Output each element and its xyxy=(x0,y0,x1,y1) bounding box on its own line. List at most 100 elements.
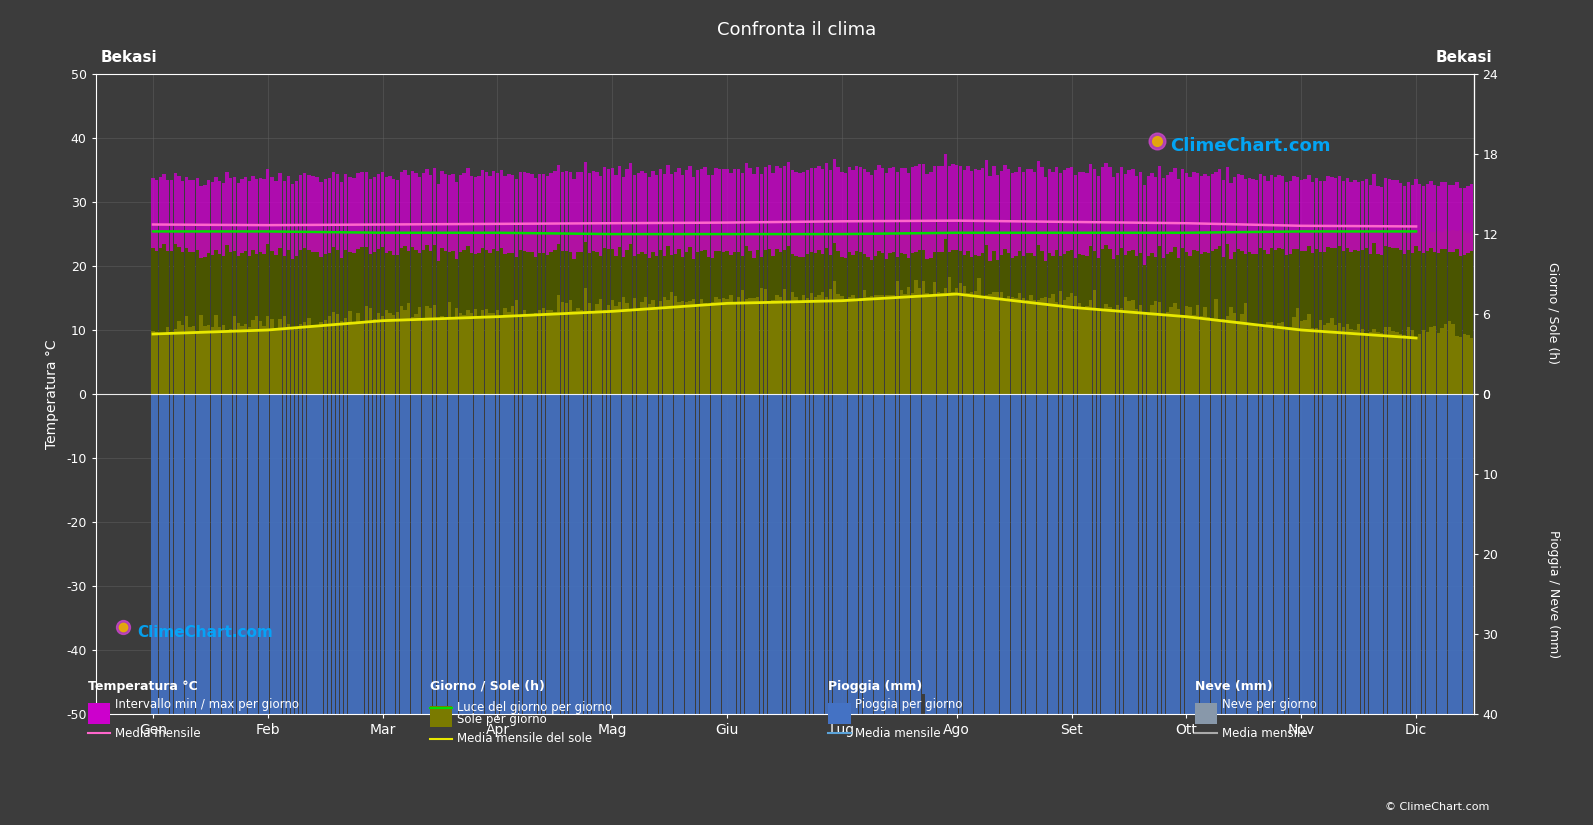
Bar xyxy=(696,394,699,825)
Bar xyxy=(648,394,652,825)
Bar xyxy=(414,394,417,825)
Bar xyxy=(1147,314,1150,394)
Bar xyxy=(315,325,319,394)
Bar xyxy=(1341,229,1344,394)
Bar xyxy=(1380,332,1383,394)
Bar xyxy=(682,394,685,825)
Bar xyxy=(1399,234,1402,394)
Bar xyxy=(940,293,943,394)
Bar xyxy=(1510,337,1513,394)
Bar xyxy=(996,292,999,394)
Bar xyxy=(331,172,335,247)
Bar xyxy=(1219,394,1222,825)
Bar xyxy=(1263,394,1266,825)
Bar xyxy=(873,295,878,394)
Bar xyxy=(959,283,962,394)
Bar xyxy=(1278,176,1281,248)
Bar xyxy=(1032,299,1037,394)
Bar xyxy=(170,394,174,825)
Bar xyxy=(429,308,432,394)
Bar xyxy=(1123,174,1126,256)
Bar xyxy=(814,168,817,252)
Bar xyxy=(155,180,158,251)
Bar xyxy=(779,233,782,394)
Bar xyxy=(368,179,373,254)
Bar xyxy=(929,394,932,825)
Bar xyxy=(809,294,812,394)
Bar xyxy=(577,394,580,825)
Bar xyxy=(992,394,996,825)
Bar xyxy=(820,169,825,253)
Text: Media mensile del sole: Media mensile del sole xyxy=(457,732,593,745)
Bar xyxy=(870,394,873,825)
Bar xyxy=(1518,231,1521,394)
Bar xyxy=(233,394,236,825)
Bar xyxy=(629,394,632,825)
Bar xyxy=(790,292,793,394)
Bar xyxy=(1521,394,1525,825)
Bar xyxy=(448,394,451,825)
Bar xyxy=(677,231,680,394)
Bar xyxy=(1454,337,1459,394)
Bar xyxy=(1236,321,1239,394)
Bar xyxy=(999,171,1004,256)
Bar xyxy=(1085,306,1088,394)
Bar xyxy=(247,327,252,394)
Bar xyxy=(801,295,806,394)
Bar xyxy=(1004,165,1007,249)
Bar xyxy=(1399,182,1402,250)
Bar xyxy=(241,327,244,394)
Bar xyxy=(550,173,553,252)
Bar xyxy=(1255,394,1258,825)
Bar xyxy=(1174,394,1177,825)
Bar xyxy=(429,175,432,251)
Bar xyxy=(1233,314,1236,394)
Bar xyxy=(1338,176,1341,246)
Bar xyxy=(489,176,492,253)
Bar xyxy=(417,177,422,253)
Bar xyxy=(1082,394,1085,825)
Bar xyxy=(459,175,462,252)
Bar xyxy=(655,307,658,394)
Bar xyxy=(1445,394,1448,825)
Bar xyxy=(323,319,327,394)
Bar xyxy=(307,318,311,394)
Bar xyxy=(569,172,572,252)
Bar xyxy=(1504,394,1507,825)
Bar xyxy=(733,233,736,394)
Bar xyxy=(933,232,937,394)
Bar xyxy=(1120,167,1123,248)
Bar xyxy=(738,236,741,394)
Bar xyxy=(526,233,530,394)
Bar xyxy=(1085,394,1088,825)
Bar xyxy=(744,233,749,394)
Bar xyxy=(553,312,556,394)
Bar xyxy=(895,230,898,394)
Bar xyxy=(323,179,327,254)
Bar xyxy=(1403,394,1407,825)
Bar xyxy=(722,394,725,825)
Bar xyxy=(674,172,677,253)
Bar xyxy=(406,304,411,394)
Bar xyxy=(1010,297,1015,394)
Bar xyxy=(349,394,352,825)
Bar xyxy=(1440,394,1443,825)
Bar xyxy=(177,229,180,394)
Text: Neve (mm): Neve (mm) xyxy=(1195,680,1273,693)
Bar xyxy=(1423,230,1426,394)
Bar xyxy=(151,232,155,394)
Bar xyxy=(691,235,696,394)
Bar xyxy=(545,310,550,394)
Bar xyxy=(1391,394,1395,825)
Bar xyxy=(1308,231,1311,394)
Bar xyxy=(795,394,798,796)
Bar xyxy=(1448,231,1451,394)
Bar xyxy=(406,175,411,251)
Bar xyxy=(1192,315,1195,394)
Bar xyxy=(1319,181,1322,252)
Bar xyxy=(878,165,881,251)
Bar xyxy=(422,229,425,394)
Bar xyxy=(1426,230,1429,394)
Bar xyxy=(1303,233,1306,394)
Bar xyxy=(545,233,550,394)
